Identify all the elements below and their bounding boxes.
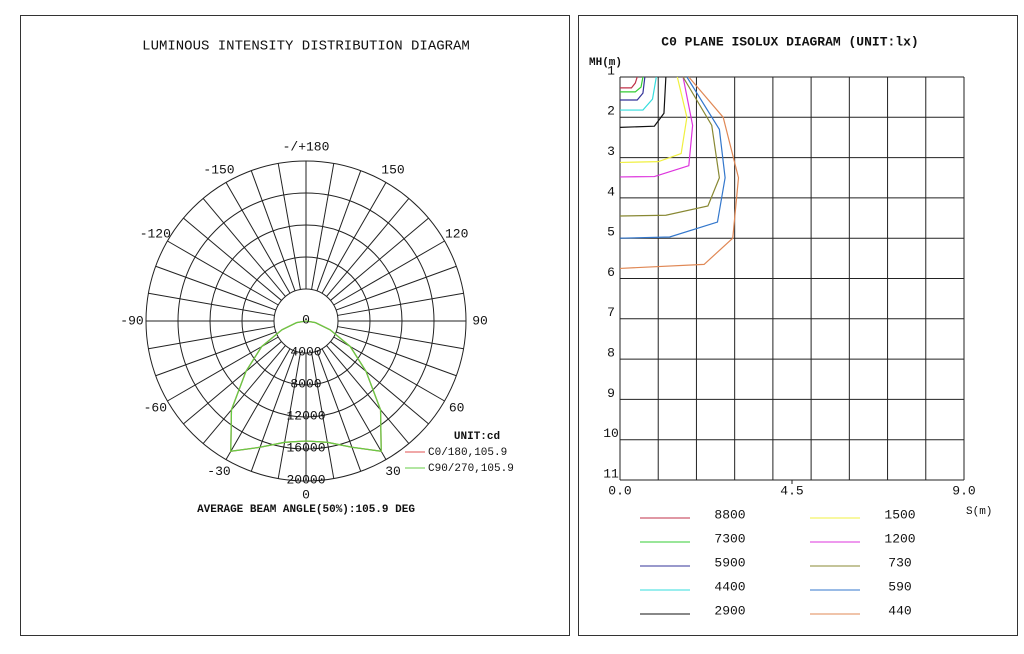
- r-tick-label: 16000: [286, 440, 325, 455]
- legend-label: 8800: [714, 507, 745, 522]
- r-tick-label: 4000: [290, 344, 321, 359]
- isolux-line: [619, 76, 720, 217]
- r-tick-label: 0: [302, 312, 310, 327]
- angle-tick-label: -60: [144, 400, 167, 415]
- isolux-line: [620, 76, 644, 93]
- angle-tick-label: 60: [449, 400, 465, 415]
- legend-label: 7300: [714, 531, 745, 546]
- isolux-line: [620, 76, 657, 111]
- intensity-curve: [230, 320, 382, 452]
- angle-tick-label: 90: [472, 313, 488, 328]
- legend-label: 4400: [714, 579, 745, 594]
- y-tick-label: 11: [603, 466, 619, 481]
- grid-circle: [241, 256, 371, 386]
- angle-tick-label: -/+180: [283, 139, 330, 154]
- x-tick-label: 9.0: [952, 483, 975, 498]
- isolux-line: [619, 76, 667, 128]
- isolux-line: [620, 76, 646, 101]
- legend-label: 590: [888, 579, 911, 594]
- angle-tick-label: 0: [302, 487, 310, 502]
- y-tick-label: 4: [607, 184, 615, 199]
- isolux-line: [620, 76, 638, 89]
- left-panel: [20, 15, 570, 636]
- x-tick-label: 0.0: [608, 483, 631, 498]
- y-tick-label: 7: [607, 305, 615, 320]
- y-tick-label: 9: [607, 386, 615, 401]
- y-tick-label: 2: [607, 104, 615, 119]
- r-tick-label: 12000: [286, 408, 325, 423]
- y-tick-label: 5: [607, 225, 615, 240]
- right-panel: [578, 15, 1018, 636]
- legend-label: 5900: [714, 555, 745, 570]
- legend-label: C90/270,105.9: [428, 463, 514, 475]
- angle-tick-label: 150: [381, 163, 404, 178]
- y-tick-label: 6: [607, 265, 615, 280]
- legend-label: 730: [888, 555, 911, 570]
- y-tick-label: 10: [603, 426, 619, 441]
- isolux-title: C0 PLANE ISOLUX DIAGRAM (UNIT:lx): [661, 34, 918, 49]
- r-tick-label: 20000: [286, 472, 325, 487]
- angle-tick-label: -90: [120, 313, 143, 328]
- angle-tick-label: -120: [140, 226, 171, 241]
- isolux-line: [619, 76, 694, 178]
- y-tick-label: 3: [607, 144, 615, 159]
- legend-label: 1500: [884, 507, 915, 522]
- grid-circle: [273, 288, 339, 354]
- legend-label: 2900: [714, 603, 745, 618]
- angle-tick-label: -150: [203, 163, 234, 178]
- legend-label: C0/180,105.9: [428, 447, 507, 459]
- y-axis-label: MH(m): [589, 57, 622, 69]
- isolux-line: [619, 76, 740, 270]
- grid-circle: [177, 192, 435, 450]
- beam-angle-note: AVERAGE BEAM ANGLE(50%):105.9 DEG: [197, 504, 415, 516]
- grid-circle: [209, 224, 403, 418]
- y-tick-label: 1: [607, 63, 615, 78]
- isolux-line: [619, 76, 726, 239]
- unit-label: UNIT:cd: [454, 431, 500, 443]
- isolux-line: [619, 76, 688, 164]
- x-tick-label: 4.5: [780, 483, 803, 498]
- angle-tick-label: 120: [445, 226, 468, 241]
- polar-title: LUMINOUS INTENSITY DISTRIBUTION DIAGRAM: [142, 39, 470, 55]
- x-axis-label: S(m): [966, 506, 992, 518]
- y-tick-label: 8: [607, 346, 615, 361]
- legend-label: 440: [888, 603, 911, 618]
- r-tick-label: 8000: [290, 376, 321, 391]
- angle-tick-label: -30: [207, 464, 230, 479]
- angle-tick-label: 30: [385, 464, 401, 479]
- legend-label: 1200: [884, 531, 915, 546]
- grid-circle: [145, 160, 467, 482]
